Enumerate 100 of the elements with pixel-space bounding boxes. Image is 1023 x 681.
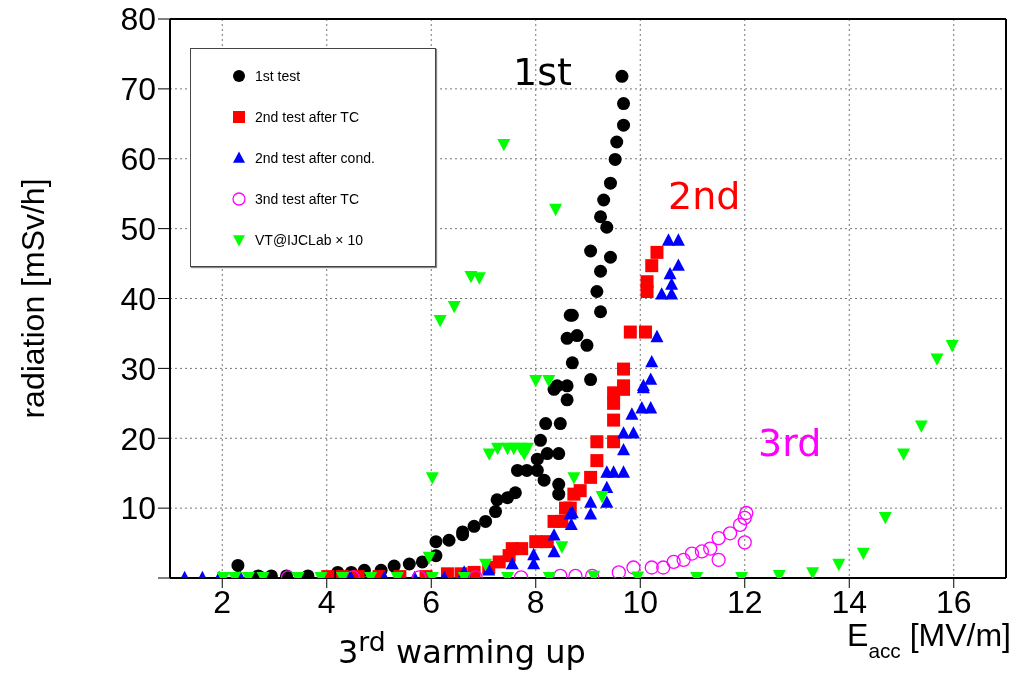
point	[737, 535, 752, 550]
point	[594, 264, 608, 278]
point	[540, 447, 554, 461]
y-tick-label: 10	[120, 490, 156, 527]
point	[603, 250, 617, 264]
point	[603, 176, 617, 190]
point	[665, 277, 679, 290]
legend-label: 3nd test after TC	[255, 190, 360, 207]
x-tick-label: 4	[317, 583, 336, 620]
point	[666, 554, 681, 570]
point	[549, 203, 563, 217]
point	[467, 519, 481, 533]
point	[607, 435, 621, 449]
point	[530, 452, 544, 466]
annotation: 2nd	[668, 174, 741, 220]
point	[661, 233, 675, 246]
legend-label: 2nd test after cond.	[255, 149, 375, 166]
point	[555, 541, 569, 554]
x-tick-label: 6	[422, 583, 441, 620]
point	[402, 557, 416, 571]
point	[600, 495, 614, 508]
y-tick-label: 60	[120, 141, 156, 178]
point	[442, 533, 456, 547]
point	[529, 535, 543, 549]
x-tick-label: 8	[526, 583, 545, 620]
point	[429, 535, 443, 549]
point	[650, 329, 664, 343]
point	[722, 526, 738, 541]
x-tick-label: 12	[726, 583, 763, 620]
point	[584, 244, 598, 258]
point	[594, 210, 608, 224]
y-axis-title: radiation [mSv/h]	[15, 178, 52, 419]
point	[676, 552, 691, 567]
point	[560, 393, 574, 407]
point	[539, 417, 553, 431]
point	[573, 484, 587, 498]
annotation: 3rd	[758, 421, 822, 467]
y-tick-label: 30	[120, 350, 156, 387]
point	[638, 325, 652, 339]
text: 3$^{rd}$ warming up	[338, 626, 586, 672]
point	[489, 505, 503, 519]
point	[600, 220, 614, 234]
point	[626, 560, 641, 575]
legend-label: VT@IJCLab × 10	[255, 231, 363, 248]
point	[482, 448, 496, 461]
point	[542, 375, 556, 388]
point	[645, 259, 659, 273]
point	[930, 353, 944, 366]
point	[590, 285, 604, 299]
point	[640, 275, 654, 289]
x-tick-label: 14	[831, 583, 868, 620]
point	[505, 556, 519, 570]
point	[739, 505, 754, 521]
point	[537, 473, 551, 487]
point	[584, 507, 598, 520]
point	[655, 287, 669, 300]
point	[711, 552, 726, 567]
point	[671, 258, 685, 271]
point	[617, 465, 631, 478]
point	[508, 486, 522, 500]
point	[517, 448, 531, 461]
x-tick-label: 2	[213, 583, 232, 620]
point	[711, 531, 726, 546]
point	[626, 426, 640, 439]
y-tick-label: 20	[120, 420, 156, 457]
point	[617, 442, 631, 456]
point	[732, 517, 748, 533]
point	[594, 305, 608, 319]
point	[856, 547, 870, 560]
point	[564, 517, 578, 531]
point	[584, 495, 598, 508]
point	[552, 447, 566, 461]
y-tick-label: 80	[120, 1, 156, 38]
y-tick-label: 40	[120, 280, 156, 317]
point	[650, 245, 664, 259]
point	[584, 373, 598, 387]
point	[878, 512, 892, 525]
point	[617, 362, 631, 376]
point	[425, 472, 439, 485]
point	[644, 401, 658, 414]
point	[529, 375, 543, 388]
point	[472, 272, 486, 285]
point	[497, 138, 511, 152]
point	[703, 541, 718, 556]
point	[644, 560, 659, 575]
point	[665, 287, 679, 300]
x-tick-label: 10	[622, 583, 659, 620]
point	[608, 152, 622, 166]
x-axis-title: E$_{acc}$ [MV/m]	[847, 617, 1011, 662]
point	[806, 567, 820, 578]
annotation: 1st	[513, 50, 572, 96]
point	[611, 565, 626, 578]
point	[590, 435, 604, 449]
y-tick-label: 70	[120, 71, 156, 108]
point	[607, 465, 621, 478]
point	[552, 487, 566, 501]
point	[533, 433, 547, 447]
point	[644, 372, 658, 385]
point	[547, 528, 561, 541]
point	[565, 356, 579, 370]
